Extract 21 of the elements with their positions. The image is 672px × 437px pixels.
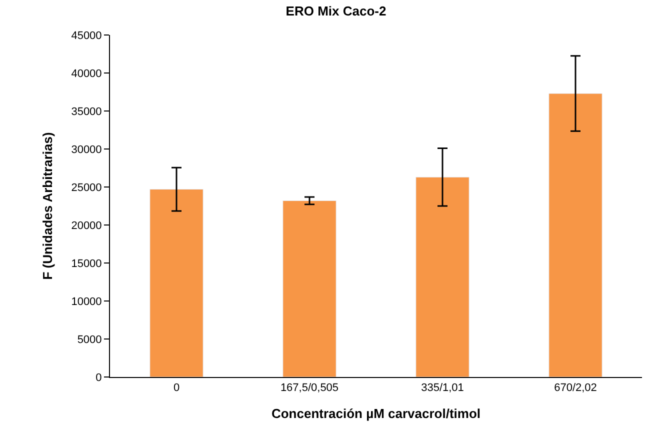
x-tick-label: 335/1,01 bbox=[421, 382, 464, 394]
y-axis-title: F (Unidades Arbitrarias) bbox=[40, 132, 56, 280]
bar bbox=[548, 93, 602, 377]
chart-title: ERO Mix Caco-2 bbox=[286, 4, 386, 19]
x-axis-title: Concentración µM carvacrol/timol bbox=[271, 406, 481, 421]
y-tick-label: 5000 bbox=[77, 334, 102, 346]
y-tick-label: 40000 bbox=[71, 68, 102, 80]
bar bbox=[416, 176, 470, 377]
y-tick-label: 30000 bbox=[71, 144, 102, 156]
bar bbox=[282, 200, 336, 377]
y-tick-label: 10000 bbox=[71, 296, 102, 308]
y-tick-label: 20000 bbox=[71, 220, 102, 232]
y-tick-label: 35000 bbox=[71, 106, 102, 118]
bar bbox=[150, 189, 204, 377]
y-tick-label: 45000 bbox=[71, 30, 102, 42]
y-tick-label: 15000 bbox=[71, 258, 102, 270]
x-tick-label: 0 bbox=[173, 382, 180, 394]
x-tick-label: 167,5/0,505 bbox=[280, 382, 339, 394]
y-tick-label: 0 bbox=[96, 372, 102, 384]
x-tick-label: 670/2,02 bbox=[554, 382, 597, 394]
y-tick-label: 25000 bbox=[71, 182, 102, 194]
